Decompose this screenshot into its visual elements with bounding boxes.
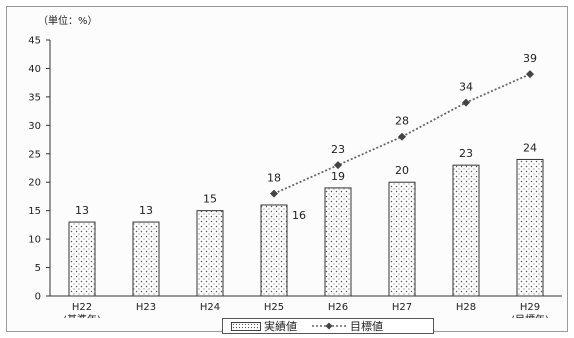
x-tick-label: H25	[264, 302, 284, 313]
bar-value-label: 20	[395, 164, 409, 177]
legend-item-actual: 実績値	[231, 318, 297, 334]
legend-label-actual: 実績値	[264, 320, 297, 333]
bar	[196, 210, 224, 297]
y-tick-label: 5	[35, 263, 41, 274]
legend: 実績値 目標値	[222, 318, 434, 334]
bar-line-chart: 0 5 10 15 20 25 30 35 40 45 13 13 15 16 19 20 23 24 H22(基準…	[28, 36, 562, 318]
x-tick-label: H22	[72, 302, 92, 313]
y-tick-label: 0	[35, 292, 41, 303]
y-tick-label: 15	[28, 206, 41, 217]
y-tick-label: 30	[28, 121, 41, 132]
target-value-label: 34	[459, 81, 473, 94]
bar	[516, 158, 544, 297]
x-tick-label: H26	[328, 302, 348, 313]
x-tick-label: H27	[392, 302, 412, 313]
target-value-label: 28	[395, 115, 409, 128]
x-tick-sublabel: (目標年)	[511, 313, 549, 318]
x-tick-sublabel: (基準年)	[63, 313, 101, 318]
legend-label-target: 目標値	[350, 320, 383, 333]
bar	[68, 221, 96, 297]
target-point	[398, 132, 406, 141]
y-tick-label: 20	[28, 178, 41, 189]
target-value-label: 39	[523, 52, 537, 65]
bar	[388, 181, 416, 297]
y-tick-label: 35	[28, 92, 41, 103]
x-tick-label: H29	[520, 302, 540, 313]
bar-value-label: 13	[139, 204, 153, 217]
x-tick-label: H24	[200, 302, 220, 313]
y-tick-label: 40	[28, 64, 41, 75]
bar-value-label: 19	[331, 170, 345, 183]
bar	[324, 187, 352, 297]
target-point	[526, 70, 534, 79]
legend-swatch-actual	[231, 321, 261, 331]
bar-value-label: 16	[292, 209, 306, 222]
y-tick-label: 25	[28, 149, 41, 160]
bar-value-label: 24	[523, 141, 537, 154]
legend-item-target: 目標値	[311, 318, 383, 334]
bar	[132, 221, 160, 297]
bar-value-label: 15	[203, 193, 217, 206]
target-value-label: 23	[331, 143, 345, 156]
y-tick-label: 10	[28, 235, 41, 246]
y-tick-label: 45	[28, 36, 41, 47]
x-tick-label: H23	[136, 302, 156, 313]
target-point	[462, 98, 470, 107]
x-tick-label: H28	[456, 302, 476, 313]
legend-swatch-target	[312, 322, 346, 330]
target-point	[270, 189, 278, 198]
target-point	[334, 161, 342, 170]
bar-value-label: 23	[459, 147, 473, 160]
bar-value-label: 13	[75, 204, 89, 217]
unit-label: （単位：%）	[38, 16, 98, 27]
bar	[260, 204, 288, 297]
bar	[452, 164, 480, 297]
target-value-label: 18	[267, 172, 281, 185]
